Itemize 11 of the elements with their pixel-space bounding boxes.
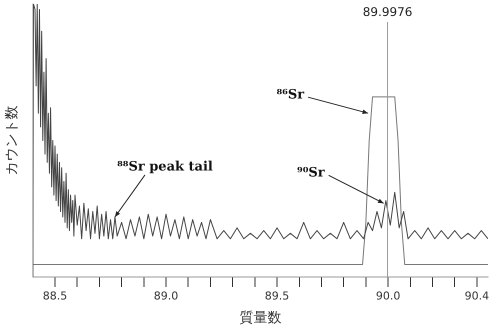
x-tick-label: 88.5 <box>42 289 68 302</box>
annotation: ⁹⁰Sr <box>297 166 325 181</box>
annotation: ⁸⁸Sr peak tail <box>117 159 213 174</box>
annotation: ⁸⁶Sr <box>276 88 304 103</box>
x-tick-label: 89.0 <box>154 289 178 302</box>
y-axis-title: カウント数 <box>4 106 20 176</box>
ref-line-label: 89.9976 <box>362 5 412 20</box>
x-tick-label: 90.4 <box>464 289 490 302</box>
x-tick-label: 89.5 <box>264 289 290 302</box>
x-axis-title: 質量数 <box>239 310 282 326</box>
x-tick-label: 90.0 <box>376 289 400 302</box>
